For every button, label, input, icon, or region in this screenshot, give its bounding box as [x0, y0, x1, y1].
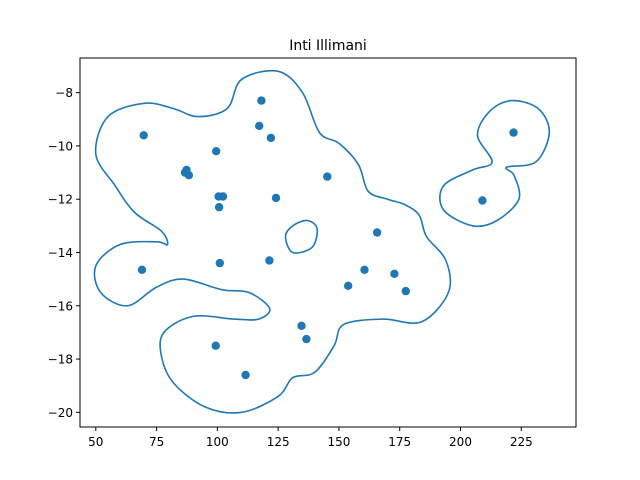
scatter-point	[218, 192, 228, 201]
x-tick-label: 225	[510, 435, 533, 449]
scatter-point	[139, 131, 148, 140]
scatter-point	[255, 121, 264, 131]
scatter-point	[297, 321, 306, 330]
scatter-point	[266, 133, 276, 143]
contour-line-1	[93, 69, 452, 414]
x-tick-label: 100	[206, 435, 229, 449]
y-tick-label: −8	[55, 86, 73, 100]
scatter-point	[241, 370, 250, 380]
chart-title: Inti Illimani	[289, 38, 367, 54]
scatter-point	[401, 286, 410, 296]
scatter-points	[137, 96, 518, 380]
y-tick-label: −16	[48, 299, 73, 313]
contour-lines	[93, 69, 551, 414]
y-axis-ticks: −20 −18 −16 −14 −12 −10 −8	[48, 86, 80, 420]
plot-frame	[79, 57, 577, 428]
scatter-point	[211, 341, 220, 350]
contour-line-3	[439, 99, 551, 228]
y-tick-label: −20	[48, 406, 73, 420]
x-tick-label: 200	[449, 435, 472, 449]
scatter-point	[302, 334, 311, 344]
scatter-point	[271, 193, 281, 203]
scatter-point	[184, 171, 194, 180]
scatter-point	[509, 128, 518, 137]
x-tick-label: 125	[267, 435, 290, 449]
x-axis-ticks: 50 75 100 125 150 175 200 225	[88, 427, 533, 449]
x-tick-label: 150	[327, 435, 350, 449]
y-tick-label: −14	[48, 246, 73, 260]
scatter-point	[265, 256, 274, 265]
scatter-point	[215, 258, 224, 268]
x-tick-label: 75	[149, 435, 164, 449]
scatter-point	[344, 281, 353, 290]
scatter-point	[137, 265, 147, 274]
y-tick-label: −10	[48, 139, 73, 153]
scatter-point	[372, 228, 382, 237]
x-tick-label: 50	[88, 435, 103, 449]
scatter-point	[212, 147, 221, 156]
scatter-point	[214, 203, 224, 212]
contour-line-2	[284, 219, 319, 254]
scatter-point	[478, 196, 487, 205]
scatter-point	[323, 172, 332, 181]
x-tick-label: 175	[388, 435, 411, 449]
scatter-point	[360, 265, 369, 274]
y-tick-label: −18	[48, 353, 73, 367]
scatter-point	[257, 96, 266, 105]
y-tick-label: −12	[48, 193, 73, 207]
scatter-point	[390, 269, 399, 278]
